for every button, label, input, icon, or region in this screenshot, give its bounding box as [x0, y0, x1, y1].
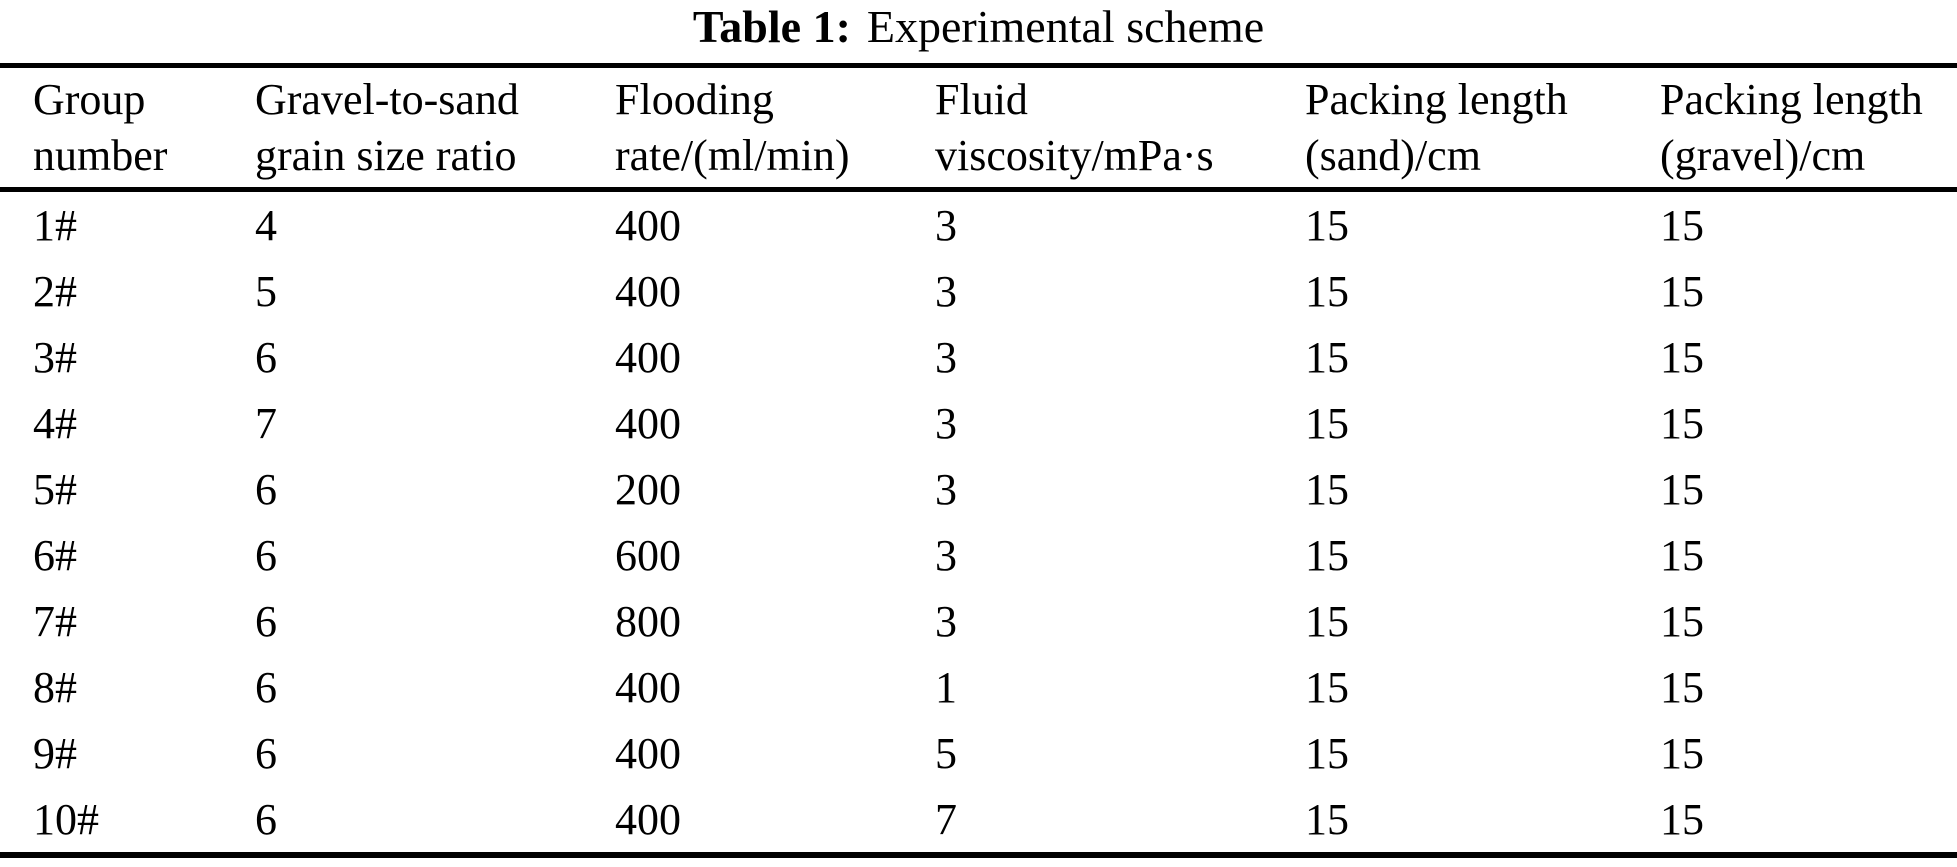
header-line: number: [33, 130, 168, 180]
cell-packing-length-gravel: 15: [1660, 794, 1704, 844]
cell-flooding-rate: 400: [615, 662, 681, 712]
column-header-grain-size-ratio: Gravel-to-sand grain size ratio: [253, 66, 613, 190]
cell-group-number: 10#: [33, 794, 99, 844]
header-line: Gravel-to-sand: [255, 74, 519, 124]
header-line: (sand)/cm: [1305, 130, 1481, 180]
header-row: Group number Gravel-to-sand grain size rat…: [0, 66, 1957, 190]
cell-grain-size-ratio: 7: [255, 398, 277, 448]
cell-packing-length-sand: 15: [1305, 794, 1349, 844]
cell-flooding-rate: 600: [615, 530, 681, 580]
cell-fluid-viscosity: 3: [935, 332, 957, 382]
table-row: 10# 6 400 7 15 15: [0, 786, 1957, 855]
cell-group-number: 7#: [33, 596, 77, 646]
cell-group-number: 1#: [33, 200, 77, 250]
header-line: Flooding: [615, 74, 774, 124]
cell-flooding-rate: 800: [615, 596, 681, 646]
cell-grain-size-ratio: 6: [255, 596, 277, 646]
header-line: Group: [33, 74, 146, 124]
cell-flooding-rate: 400: [615, 794, 681, 844]
cell-grain-size-ratio: 6: [255, 464, 277, 514]
experimental-scheme-table: Group number Gravel-to-sand grain size rat…: [0, 63, 1957, 858]
cell-group-number: 2#: [33, 266, 77, 316]
cell-group-number: 4#: [33, 398, 77, 448]
cell-fluid-viscosity: 3: [935, 266, 957, 316]
cell-fluid-viscosity: 5: [935, 728, 957, 778]
cell-grain-size-ratio: 6: [255, 332, 277, 382]
cell-fluid-viscosity: 3: [935, 464, 957, 514]
cell-fluid-viscosity: 3: [935, 200, 957, 250]
cell-fluid-viscosity: 1: [935, 662, 957, 712]
cell-grain-size-ratio: 5: [255, 266, 277, 316]
cell-packing-length-sand: 15: [1305, 398, 1349, 448]
table-row: 5# 6 200 3 15 15: [0, 456, 1957, 522]
cell-group-number: 3#: [33, 332, 77, 382]
table-row: 1# 4 400 3 15 15: [0, 190, 1957, 259]
header-line: grain size ratio: [255, 130, 517, 180]
cell-packing-length-sand: 15: [1305, 596, 1349, 646]
cell-group-number: 5#: [33, 464, 77, 514]
cell-packing-length-sand: 15: [1305, 530, 1349, 580]
cell-group-number: 6#: [33, 530, 77, 580]
cell-flooding-rate: 400: [615, 728, 681, 778]
table-row: 6# 6 600 3 15 15: [0, 522, 1957, 588]
cell-grain-size-ratio: 4: [255, 200, 277, 250]
cell-grain-size-ratio: 6: [255, 794, 277, 844]
cell-packing-length-sand: 15: [1305, 332, 1349, 382]
column-header-packing-length-gravel: Packing length (gravel)/cm: [1658, 66, 1957, 190]
cell-grain-size-ratio: 6: [255, 530, 277, 580]
cell-packing-length-sand: 15: [1305, 728, 1349, 778]
column-header-flooding-rate: Flooding rate/(ml/min): [613, 66, 933, 190]
cell-packing-length-gravel: 15: [1660, 596, 1704, 646]
cell-fluid-viscosity: 7: [935, 794, 957, 844]
cell-fluid-viscosity: 3: [935, 596, 957, 646]
table-caption: Table 1: Experimental scheme: [0, 0, 1957, 54]
cell-packing-length-sand: 15: [1305, 200, 1349, 250]
header-line: Packing length: [1305, 74, 1568, 124]
cell-packing-length-gravel: 15: [1660, 398, 1704, 448]
cell-packing-length-gravel: 15: [1660, 464, 1704, 514]
cell-packing-length-gravel: 15: [1660, 200, 1704, 250]
cell-packing-length-gravel: 15: [1660, 266, 1704, 316]
column-header-group-number: Group number: [0, 66, 253, 190]
header-line: Fluid: [935, 74, 1028, 124]
cell-packing-length-sand: 15: [1305, 662, 1349, 712]
cell-group-number: 8#: [33, 662, 77, 712]
cell-flooding-rate: 400: [615, 266, 681, 316]
header-line: viscosity/mPa·s: [935, 130, 1214, 180]
table-row: 9# 6 400 5 15 15: [0, 720, 1957, 786]
cell-flooding-rate: 400: [615, 200, 681, 250]
cell-packing-length-gravel: 15: [1660, 662, 1704, 712]
header-line: rate/(ml/min): [615, 130, 850, 180]
cell-flooding-rate: 200: [615, 464, 681, 514]
cell-grain-size-ratio: 6: [255, 728, 277, 778]
table-caption-text: Experimental scheme: [866, 1, 1265, 52]
cell-packing-length-gravel: 15: [1660, 728, 1704, 778]
table-row: 8# 6 400 1 15 15: [0, 654, 1957, 720]
table-row: 4# 7 400 3 15 15: [0, 390, 1957, 456]
table-caption-label: Table 1:: [692, 1, 851, 52]
cell-fluid-viscosity: 3: [935, 530, 957, 580]
table-row: 3# 6 400 3 15 15: [0, 324, 1957, 390]
column-header-fluid-viscosity: Fluid viscosity/mPa·s: [933, 66, 1303, 190]
cell-flooding-rate: 400: [615, 332, 681, 382]
cell-group-number: 9#: [33, 728, 77, 778]
cell-packing-length-sand: 15: [1305, 266, 1349, 316]
header-line: Packing length: [1660, 74, 1923, 124]
table-row: 2# 5 400 3 15 15: [0, 258, 1957, 324]
cell-packing-length-gravel: 15: [1660, 332, 1704, 382]
cell-flooding-rate: 400: [615, 398, 681, 448]
cell-packing-length-gravel: 15: [1660, 530, 1704, 580]
cell-grain-size-ratio: 6: [255, 662, 277, 712]
column-header-packing-length-sand: Packing length (sand)/cm: [1303, 66, 1658, 190]
table-row: 7# 6 800 3 15 15: [0, 588, 1957, 654]
cell-packing-length-sand: 15: [1305, 464, 1349, 514]
cell-fluid-viscosity: 3: [935, 398, 957, 448]
header-line: (gravel)/cm: [1660, 130, 1866, 180]
